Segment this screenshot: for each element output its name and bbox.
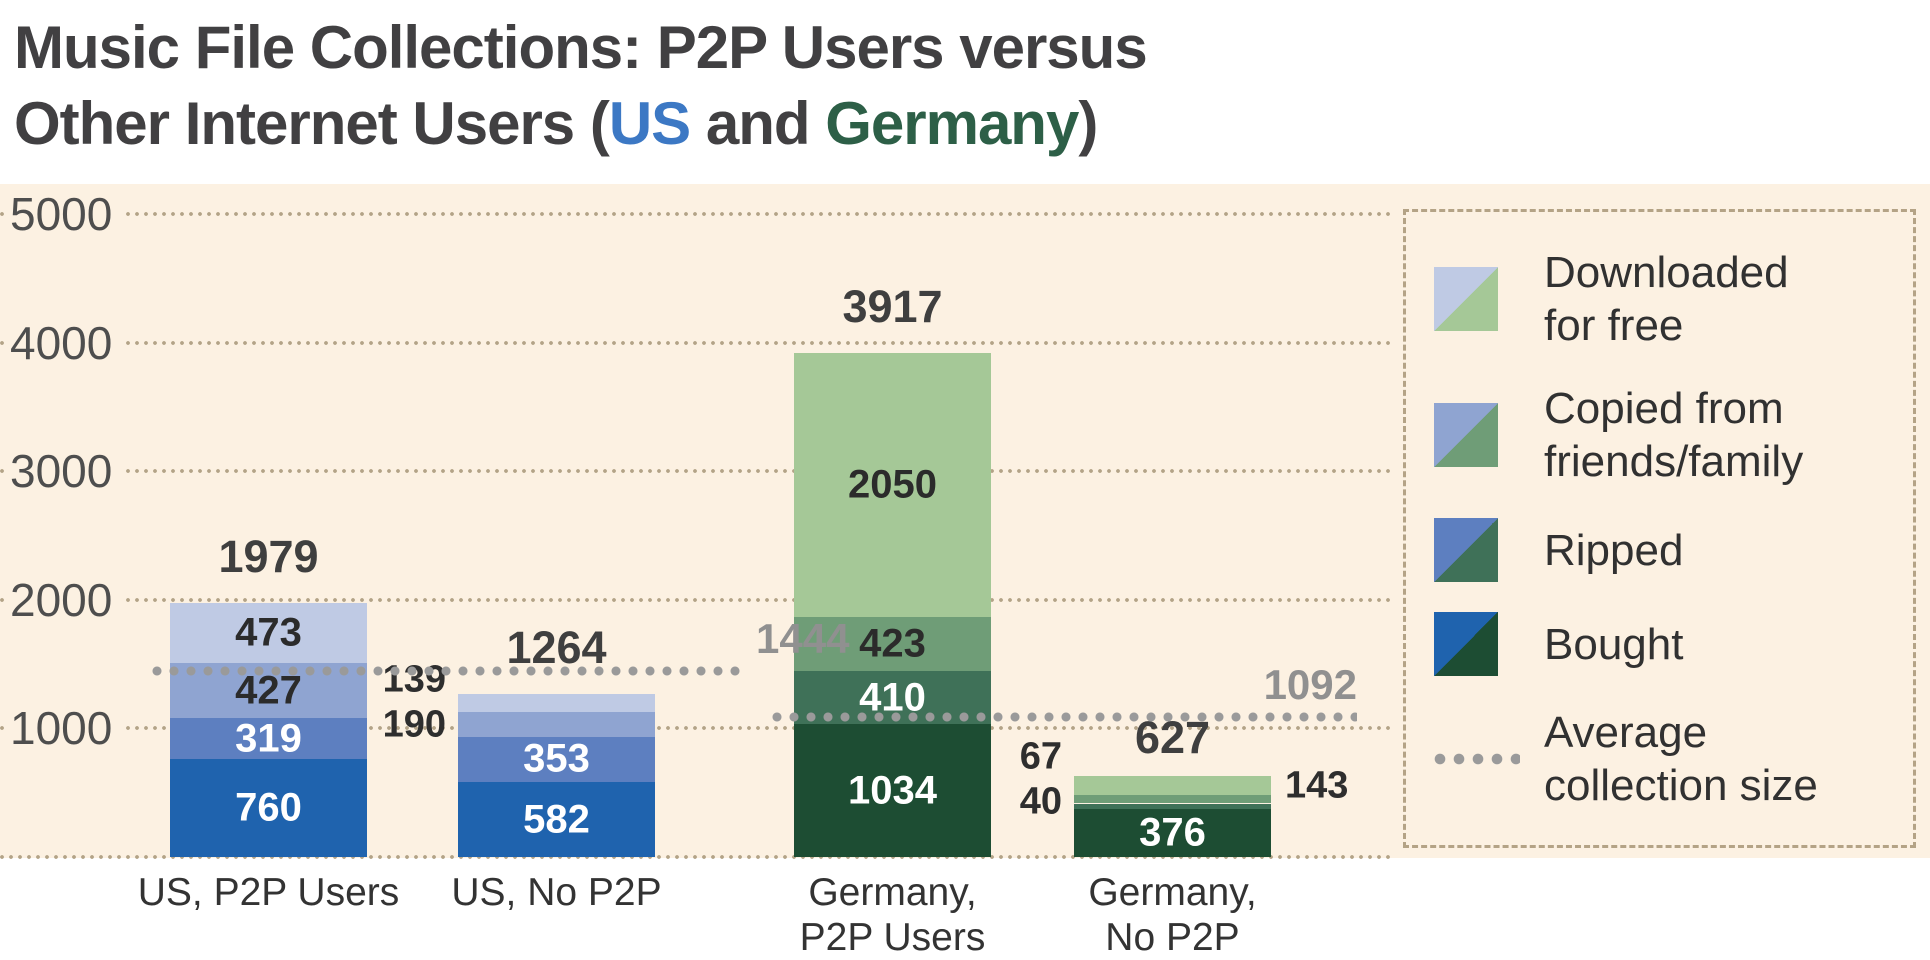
- gridline-2000: [0, 597, 1392, 602]
- segment-value-label: 582: [523, 797, 590, 842]
- chart-title: Music File Collections: P2P Users versus…: [14, 10, 1148, 162]
- legend-swatch-copied-icon: [1434, 403, 1520, 467]
- segment-value-label: 760: [235, 785, 302, 830]
- y-axis-label-3000: 3000: [4, 443, 125, 500]
- segment-value-label: 353: [523, 736, 590, 781]
- title-line2-prefix: Other Internet Users (: [14, 90, 610, 157]
- x-axis-label-1: US, No P2P: [451, 871, 662, 914]
- legend-label: Copied from friends/family: [1544, 384, 1804, 486]
- legend-item-average: Average collection size: [1434, 706, 1897, 812]
- bar-segment-bought: [1074, 808, 1271, 857]
- segment-value-label: 143: [1285, 764, 1349, 807]
- title-germany-highlight: Germany: [825, 90, 1079, 157]
- bar-segment-bought: [794, 724, 991, 857]
- bar-total-label: 1979: [218, 530, 319, 582]
- bar-segment-downloaded: [1074, 776, 1271, 795]
- dotted-line-swatch: [1434, 753, 1520, 765]
- bar-total-label: 1264: [506, 622, 607, 674]
- title-line2-and: and: [690, 90, 826, 157]
- legend-label: Bought: [1544, 619, 1684, 669]
- average-value-label: 1092: [1263, 660, 1357, 708]
- split-color-swatch: [1434, 612, 1498, 676]
- split-color-swatch: [1434, 403, 1498, 467]
- y-axis-label-2000: 2000: [4, 571, 125, 628]
- legend-swatch-downloaded-icon: [1434, 267, 1520, 331]
- bar-segment-copied: [794, 616, 991, 672]
- x-axis-label-2: Germany, P2P Users: [799, 871, 986, 959]
- average-line-us: [152, 666, 740, 677]
- bar-segment-bought: [170, 759, 367, 857]
- bar-segment-ripped: [1074, 803, 1271, 809]
- legend-label: Average collection size: [1544, 708, 1818, 810]
- segment-value-label: 423: [859, 621, 926, 666]
- legend-label: Downloaded for free: [1544, 248, 1789, 350]
- segment-value-label: 139: [382, 658, 446, 701]
- segment-value-label: 2050: [848, 462, 937, 507]
- split-color-swatch: [1434, 267, 1498, 331]
- bar-segment-copied: [458, 712, 655, 737]
- average-line-germany: [772, 711, 1357, 722]
- x-axis-label-3: Germany, No P2P: [1088, 871, 1257, 959]
- split-color-swatch: [1434, 518, 1498, 582]
- bar-segment-bought: [458, 782, 655, 857]
- bar-segment-ripped: [458, 736, 655, 783]
- legend-item-copied: Copied from friends/family: [1434, 382, 1897, 488]
- gridline-1000: [0, 726, 1392, 731]
- legend-item-ripped: Ripped: [1434, 518, 1897, 582]
- segment-value-label: 1034: [848, 768, 937, 812]
- legend-item-bought: Bought: [1434, 612, 1897, 676]
- gridline-0: [0, 855, 1392, 859]
- segment-value-label: 319: [235, 716, 302, 761]
- dotted-line-icon: [1434, 753, 1520, 765]
- legend-label: Ripped: [1544, 525, 1684, 575]
- title-line2-close: ): [1078, 90, 1098, 157]
- bar-segment-ripped: [170, 718, 367, 760]
- bar-total-label: 3917: [842, 281, 943, 333]
- legend-swatch-bought-icon: [1434, 612, 1520, 676]
- bar-segment-downloaded: [794, 353, 991, 617]
- chart-title-line2: Other Internet Users (US and Germany): [14, 86, 1147, 162]
- gridline-4000: [0, 340, 1392, 345]
- average-value-label: 1444: [756, 615, 850, 663]
- chart-title-line1: Music File Collections: P2P Users versus: [14, 14, 1148, 81]
- segment-value-label: 473: [235, 610, 302, 655]
- segment-value-label: 67: [1019, 735, 1062, 778]
- bar-segment-copied: [1074, 794, 1271, 804]
- segment-value-label: 40: [1019, 780, 1062, 823]
- x-axis-label-0: US, P2P Users: [137, 871, 400, 914]
- legend: Downloaded for free Copied from friends/fam…: [1403, 209, 1916, 848]
- y-axis-label-1000: 1000: [4, 700, 125, 757]
- gridline-5000: [0, 212, 1392, 216]
- title-us-highlight: US: [608, 90, 691, 157]
- segment-value-label: 376: [1139, 810, 1206, 855]
- y-axis-label-5000: 5000: [4, 186, 125, 242]
- legend-swatch-ripped-icon: [1434, 518, 1520, 582]
- bar-segment-downloaded: [170, 602, 367, 664]
- legend-item-downloaded: Downloaded for free: [1434, 246, 1897, 352]
- y-axis-label-4000: 4000: [4, 314, 125, 371]
- bar-segment-downloaded: [458, 694, 655, 713]
- segment-value-label: 190: [382, 703, 446, 746]
- gridline-3000: [0, 469, 1392, 474]
